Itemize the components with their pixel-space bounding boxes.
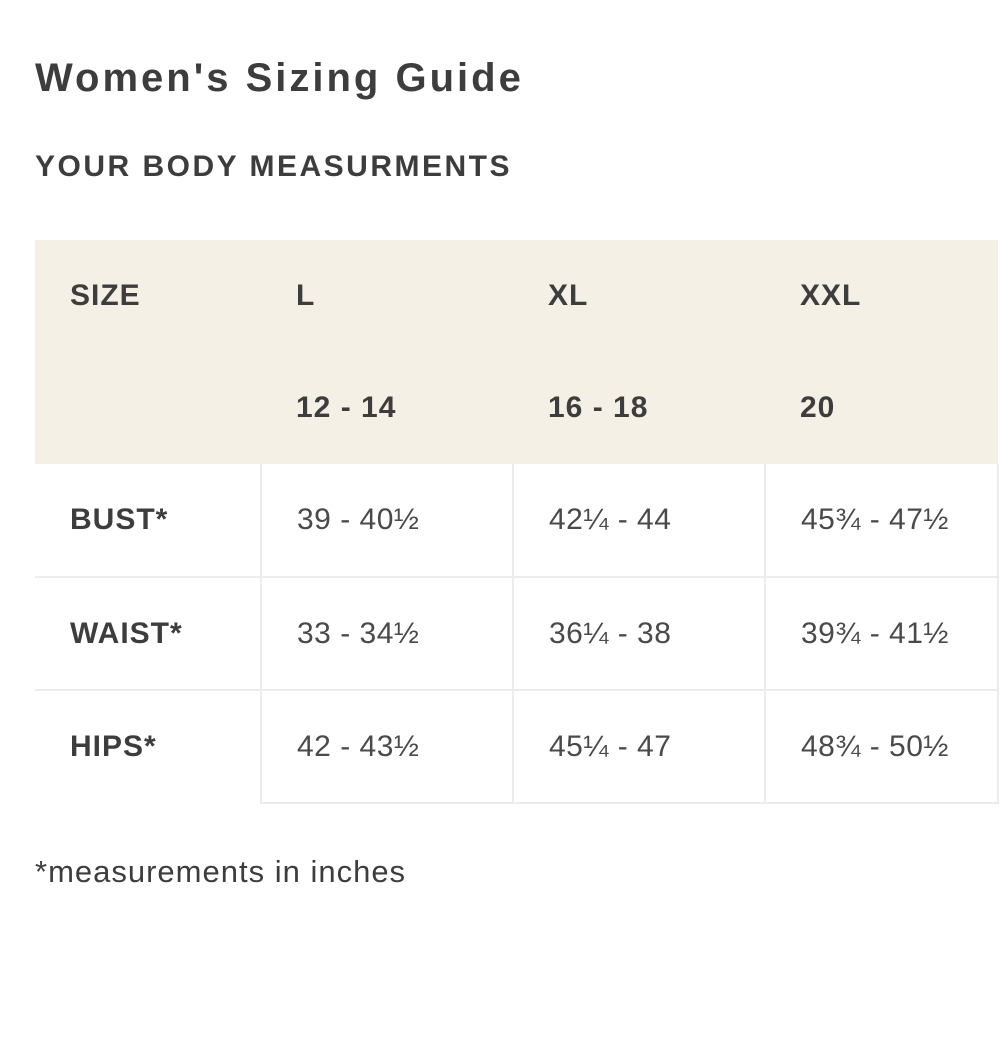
range-header-xl: 16 - 18 bbox=[548, 391, 649, 424]
cell-hips-l: 42 - 43½ bbox=[260, 690, 513, 804]
cell-waist-l: 33 - 34½ bbox=[260, 577, 513, 691]
sizing-table-container: SIZE L XL XXL 12 - 14 16 - 18 20 BUST* 3… bbox=[35, 240, 1000, 804]
range-header-xxl: 20 bbox=[800, 391, 836, 424]
cell-hips-xxl: 48¾ - 50½ bbox=[764, 690, 999, 804]
page-title: Women's Sizing Guide bbox=[35, 56, 524, 100]
range-header-empty bbox=[35, 352, 261, 464]
cell-hips-xl: 45¼ - 47 bbox=[512, 690, 765, 804]
cell-bust-xxl: 45¾ - 47½ bbox=[764, 464, 999, 578]
header-row-sizes: SIZE L XL XXL bbox=[35, 240, 998, 352]
row-label-hips: HIPS* bbox=[70, 730, 157, 763]
table-row-waist: WAIST* 33 - 34½ 36¼ - 38 39¾ - 41½ bbox=[35, 577, 999, 691]
cell-bust-l: 39 - 40½ bbox=[260, 464, 513, 578]
row-label-bust: BUST* bbox=[35, 464, 261, 578]
sizing-table: SIZE L XL XXL 12 - 14 16 - 18 20 BUST* 3… bbox=[35, 240, 999, 804]
column-header-l: L bbox=[296, 279, 316, 312]
table-row-hips: HIPS* 42 - 43½ 45¼ - 47 48¾ - 50½ bbox=[35, 690, 999, 804]
row-label-waist: WAIST* bbox=[35, 577, 261, 691]
table-row-bust: BUST* 39 - 40½ 42¼ - 44 45¾ - 47½ bbox=[35, 464, 999, 578]
column-header-xl: XL bbox=[548, 279, 589, 312]
column-header-size: SIZE bbox=[70, 279, 141, 312]
header-row-ranges: 12 - 14 16 - 18 20 bbox=[35, 352, 998, 464]
sizing-table-body: BUST* 39 - 40½ 42¼ - 44 45¾ - 47½ WAIST*… bbox=[35, 464, 999, 804]
column-header-xxl: XXL bbox=[800, 279, 862, 312]
cell-waist-xl: 36¼ - 38 bbox=[512, 577, 765, 691]
measurements-footnote: *measurements in inches bbox=[35, 854, 407, 889]
cell-bust-xl: 42¼ - 44 bbox=[512, 464, 765, 578]
section-subtitle: YOUR BODY MEASURMENTS bbox=[35, 150, 512, 183]
sizing-table-header: SIZE L XL XXL 12 - 14 16 - 18 20 bbox=[35, 240, 998, 464]
cell-waist-xxl: 39¾ - 41½ bbox=[764, 577, 999, 691]
range-header-l: 12 - 14 bbox=[296, 391, 397, 424]
